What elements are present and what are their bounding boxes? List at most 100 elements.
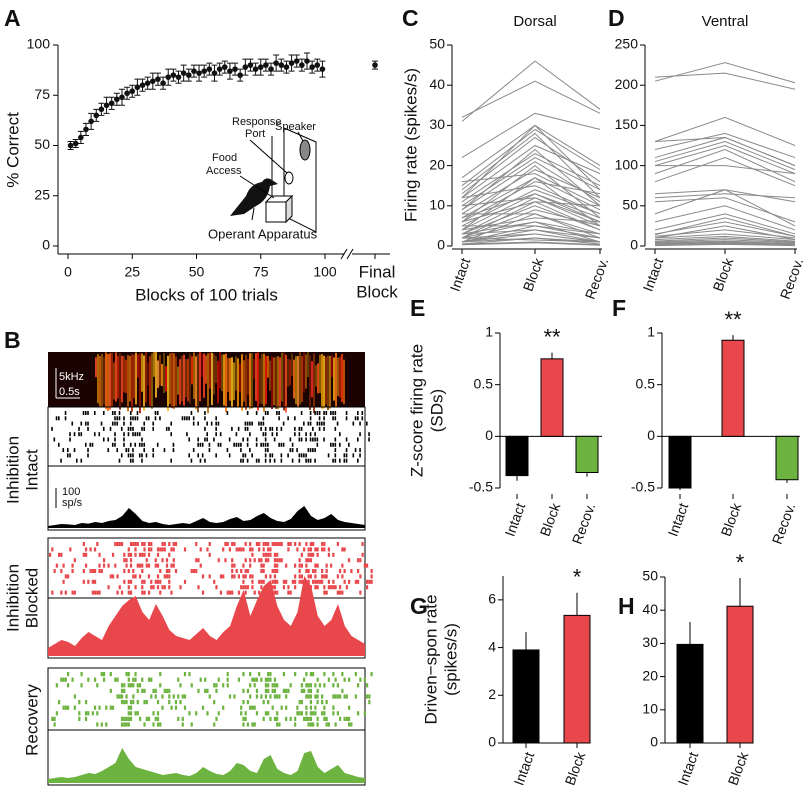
spectrogram-band bbox=[149, 356, 151, 406]
spike bbox=[201, 453, 204, 458]
spike bbox=[307, 722, 310, 727]
spike bbox=[314, 694, 317, 699]
x-tick-label: Block bbox=[725, 749, 752, 788]
spike bbox=[242, 574, 245, 579]
spike bbox=[334, 426, 337, 431]
spike bbox=[165, 574, 169, 579]
spike bbox=[201, 590, 205, 595]
neuron-line bbox=[654, 225, 796, 241]
spike bbox=[132, 700, 135, 705]
spike bbox=[271, 432, 274, 437]
spike bbox=[84, 411, 87, 415]
spike bbox=[339, 432, 341, 437]
spectrogram-band bbox=[135, 352, 137, 405]
spectrogram-band bbox=[107, 354, 109, 412]
spike bbox=[309, 458, 312, 463]
y-tick-label: -0.5 bbox=[469, 479, 493, 495]
spike bbox=[332, 683, 335, 688]
spike bbox=[147, 716, 151, 721]
spike bbox=[172, 547, 175, 552]
spike bbox=[84, 700, 88, 705]
spike bbox=[307, 547, 310, 552]
spectrogram-band bbox=[141, 353, 143, 392]
spectrogram-band bbox=[121, 355, 123, 403]
spike bbox=[71, 677, 74, 682]
spike bbox=[267, 542, 270, 547]
spike bbox=[323, 437, 325, 442]
spike bbox=[143, 688, 146, 693]
spike bbox=[172, 558, 175, 563]
spike bbox=[111, 442, 114, 447]
spike bbox=[129, 705, 133, 710]
spike bbox=[226, 683, 229, 688]
spike bbox=[152, 722, 155, 727]
spike bbox=[183, 547, 187, 552]
neuron-line bbox=[461, 221, 601, 235]
spike bbox=[323, 426, 325, 431]
spike bbox=[87, 448, 89, 453]
spike bbox=[192, 416, 195, 421]
spike bbox=[116, 574, 119, 579]
bar bbox=[505, 435, 529, 477]
spike bbox=[305, 569, 308, 574]
spike bbox=[134, 672, 137, 677]
spike bbox=[269, 458, 271, 463]
y-tick-label: 0 bbox=[485, 427, 493, 443]
spike bbox=[359, 574, 362, 579]
spike bbox=[327, 677, 330, 682]
spike bbox=[278, 416, 280, 421]
neuron-line bbox=[461, 197, 601, 235]
spike bbox=[325, 590, 328, 595]
spectrogram-band bbox=[281, 352, 283, 402]
spike bbox=[201, 705, 205, 710]
bar bbox=[512, 649, 540, 744]
spike bbox=[260, 426, 262, 431]
spike bbox=[334, 722, 337, 727]
y-tick-label: 0.5 bbox=[474, 375, 494, 391]
spike bbox=[127, 579, 130, 584]
spectrogram-band bbox=[193, 352, 195, 399]
spectrogram-band bbox=[329, 355, 331, 409]
spike bbox=[170, 563, 173, 568]
point bbox=[196, 70, 202, 76]
panel-letter: G bbox=[410, 593, 428, 619]
spike bbox=[321, 542, 324, 547]
spike bbox=[271, 426, 274, 431]
spike bbox=[253, 558, 256, 563]
spike bbox=[96, 542, 99, 547]
spectrogram-band bbox=[273, 357, 275, 406]
spike bbox=[143, 448, 146, 453]
spike bbox=[78, 426, 80, 431]
spike bbox=[345, 411, 348, 415]
spike bbox=[325, 411, 328, 415]
spike bbox=[339, 442, 341, 447]
spike bbox=[246, 421, 249, 426]
spike bbox=[298, 579, 301, 584]
point bbox=[108, 100, 115, 107]
spike bbox=[233, 542, 236, 547]
spike bbox=[359, 453, 361, 458]
spike bbox=[336, 694, 339, 699]
spike bbox=[114, 677, 117, 682]
spike bbox=[111, 574, 115, 579]
spike bbox=[291, 448, 294, 453]
spike bbox=[314, 574, 317, 579]
spike bbox=[165, 569, 169, 574]
x-tick-label: Intact bbox=[640, 256, 667, 294]
spike bbox=[82, 542, 85, 547]
spike bbox=[222, 705, 225, 710]
panel-letter: B bbox=[4, 327, 21, 353]
spike bbox=[305, 694, 308, 699]
point bbox=[72, 140, 79, 147]
spike bbox=[226, 677, 229, 682]
spike bbox=[51, 547, 54, 552]
spike bbox=[120, 590, 124, 595]
spike bbox=[318, 411, 321, 415]
spectrogram-band bbox=[169, 353, 171, 405]
spike bbox=[264, 711, 268, 716]
spectrogram-band bbox=[147, 362, 149, 386]
spike bbox=[53, 716, 56, 721]
spike bbox=[138, 432, 141, 437]
y-tick-label: 10 bbox=[642, 701, 658, 717]
spike bbox=[291, 458, 294, 463]
